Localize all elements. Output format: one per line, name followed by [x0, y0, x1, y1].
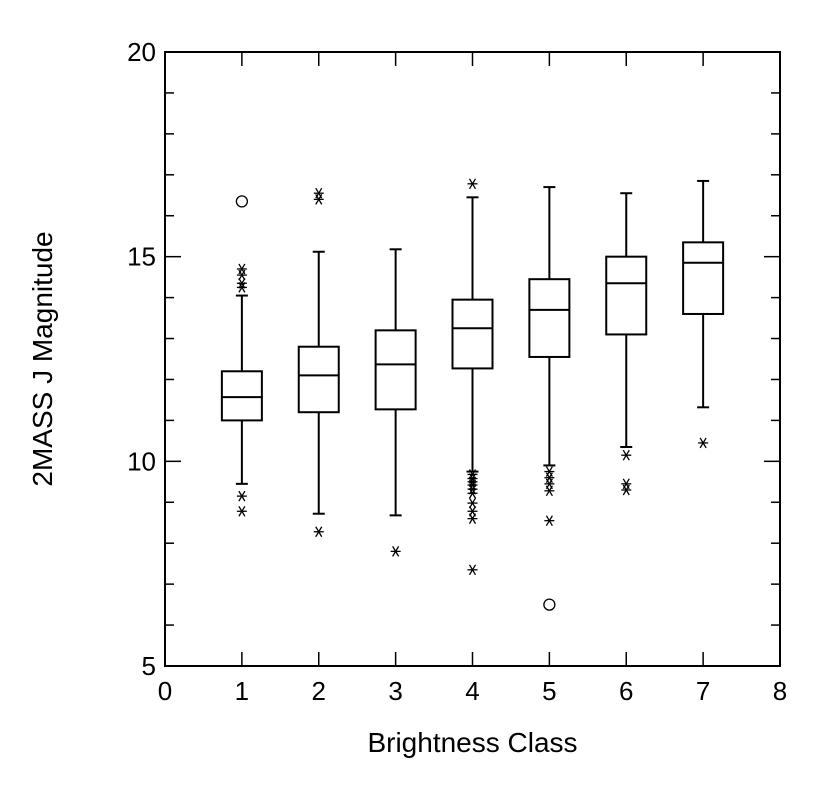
y-axis-title: 2MASS J Magnitude — [27, 231, 58, 486]
outlier-star — [698, 437, 709, 449]
box-class-2 — [297, 250, 340, 515]
outlier-star — [544, 472, 555, 484]
outlier-star — [236, 263, 247, 275]
box-class-1 — [220, 294, 263, 485]
axis-ticks — [164, 51, 781, 667]
y-tick-label: 10 — [127, 446, 156, 476]
box-iqr — [374, 329, 417, 411]
outlier-star — [313, 526, 324, 538]
x-tick-label: 2 — [312, 676, 326, 706]
x-tick-label: 6 — [619, 676, 633, 706]
outlier-star — [544, 515, 555, 527]
box-iqr — [220, 370, 263, 422]
box-series — [220, 179, 725, 517]
outlier-star — [467, 483, 478, 495]
outlier-star — [390, 546, 401, 557]
outlier-star — [544, 485, 555, 497]
outlier-star — [467, 513, 478, 524]
x-tick-label: 8 — [773, 676, 787, 706]
outlier-star — [236, 282, 247, 293]
box-class-6 — [605, 192, 648, 449]
x-tick-label: 7 — [696, 676, 710, 706]
x-tick-label: 5 — [542, 676, 556, 706]
outlier-series — [235, 178, 709, 611]
outlier-star — [313, 194, 324, 205]
y-tick-label: 20 — [127, 37, 156, 67]
outlier-star — [621, 478, 632, 490]
x-tick-label: 0 — [158, 676, 172, 706]
box-class-4 — [451, 196, 494, 473]
box-iqr — [451, 298, 494, 370]
box-iqr — [297, 345, 340, 414]
x-tick-label: 1 — [235, 676, 249, 706]
tick-labels: 0 1 2 3 4 5 6 7 8 5 10 15 20 — [127, 37, 787, 706]
outlier-circle — [543, 598, 556, 611]
outlier-star — [236, 490, 247, 502]
box-class-3 — [374, 248, 417, 517]
outlier-star — [544, 478, 555, 490]
box-class-5 — [528, 186, 571, 467]
x-tick-label: 3 — [388, 676, 402, 706]
outlier-star — [236, 277, 247, 289]
x-axis-title: Brightness Class — [367, 727, 577, 758]
outlier-star — [621, 484, 632, 496]
outlier-star — [467, 479, 478, 491]
outlier-circle — [235, 195, 249, 208]
outlier-star — [544, 466, 555, 477]
outlier-star — [467, 564, 478, 576]
y-tick-label: 15 — [127, 242, 156, 272]
box-iqr — [682, 241, 725, 315]
outlier-star — [236, 505, 247, 517]
box-class-7 — [682, 179, 725, 409]
outlier-star — [467, 497, 478, 509]
y-tick-label: 5 — [142, 651, 156, 681]
outlier-star — [621, 449, 632, 461]
outlier-star — [467, 178, 478, 190]
outlier-star — [313, 187, 324, 199]
x-tick-label: 4 — [465, 676, 479, 706]
plot-frame — [164, 51, 781, 667]
box-iqr — [605, 255, 648, 336]
box-iqr — [528, 278, 571, 358]
outlier-star — [467, 487, 478, 499]
